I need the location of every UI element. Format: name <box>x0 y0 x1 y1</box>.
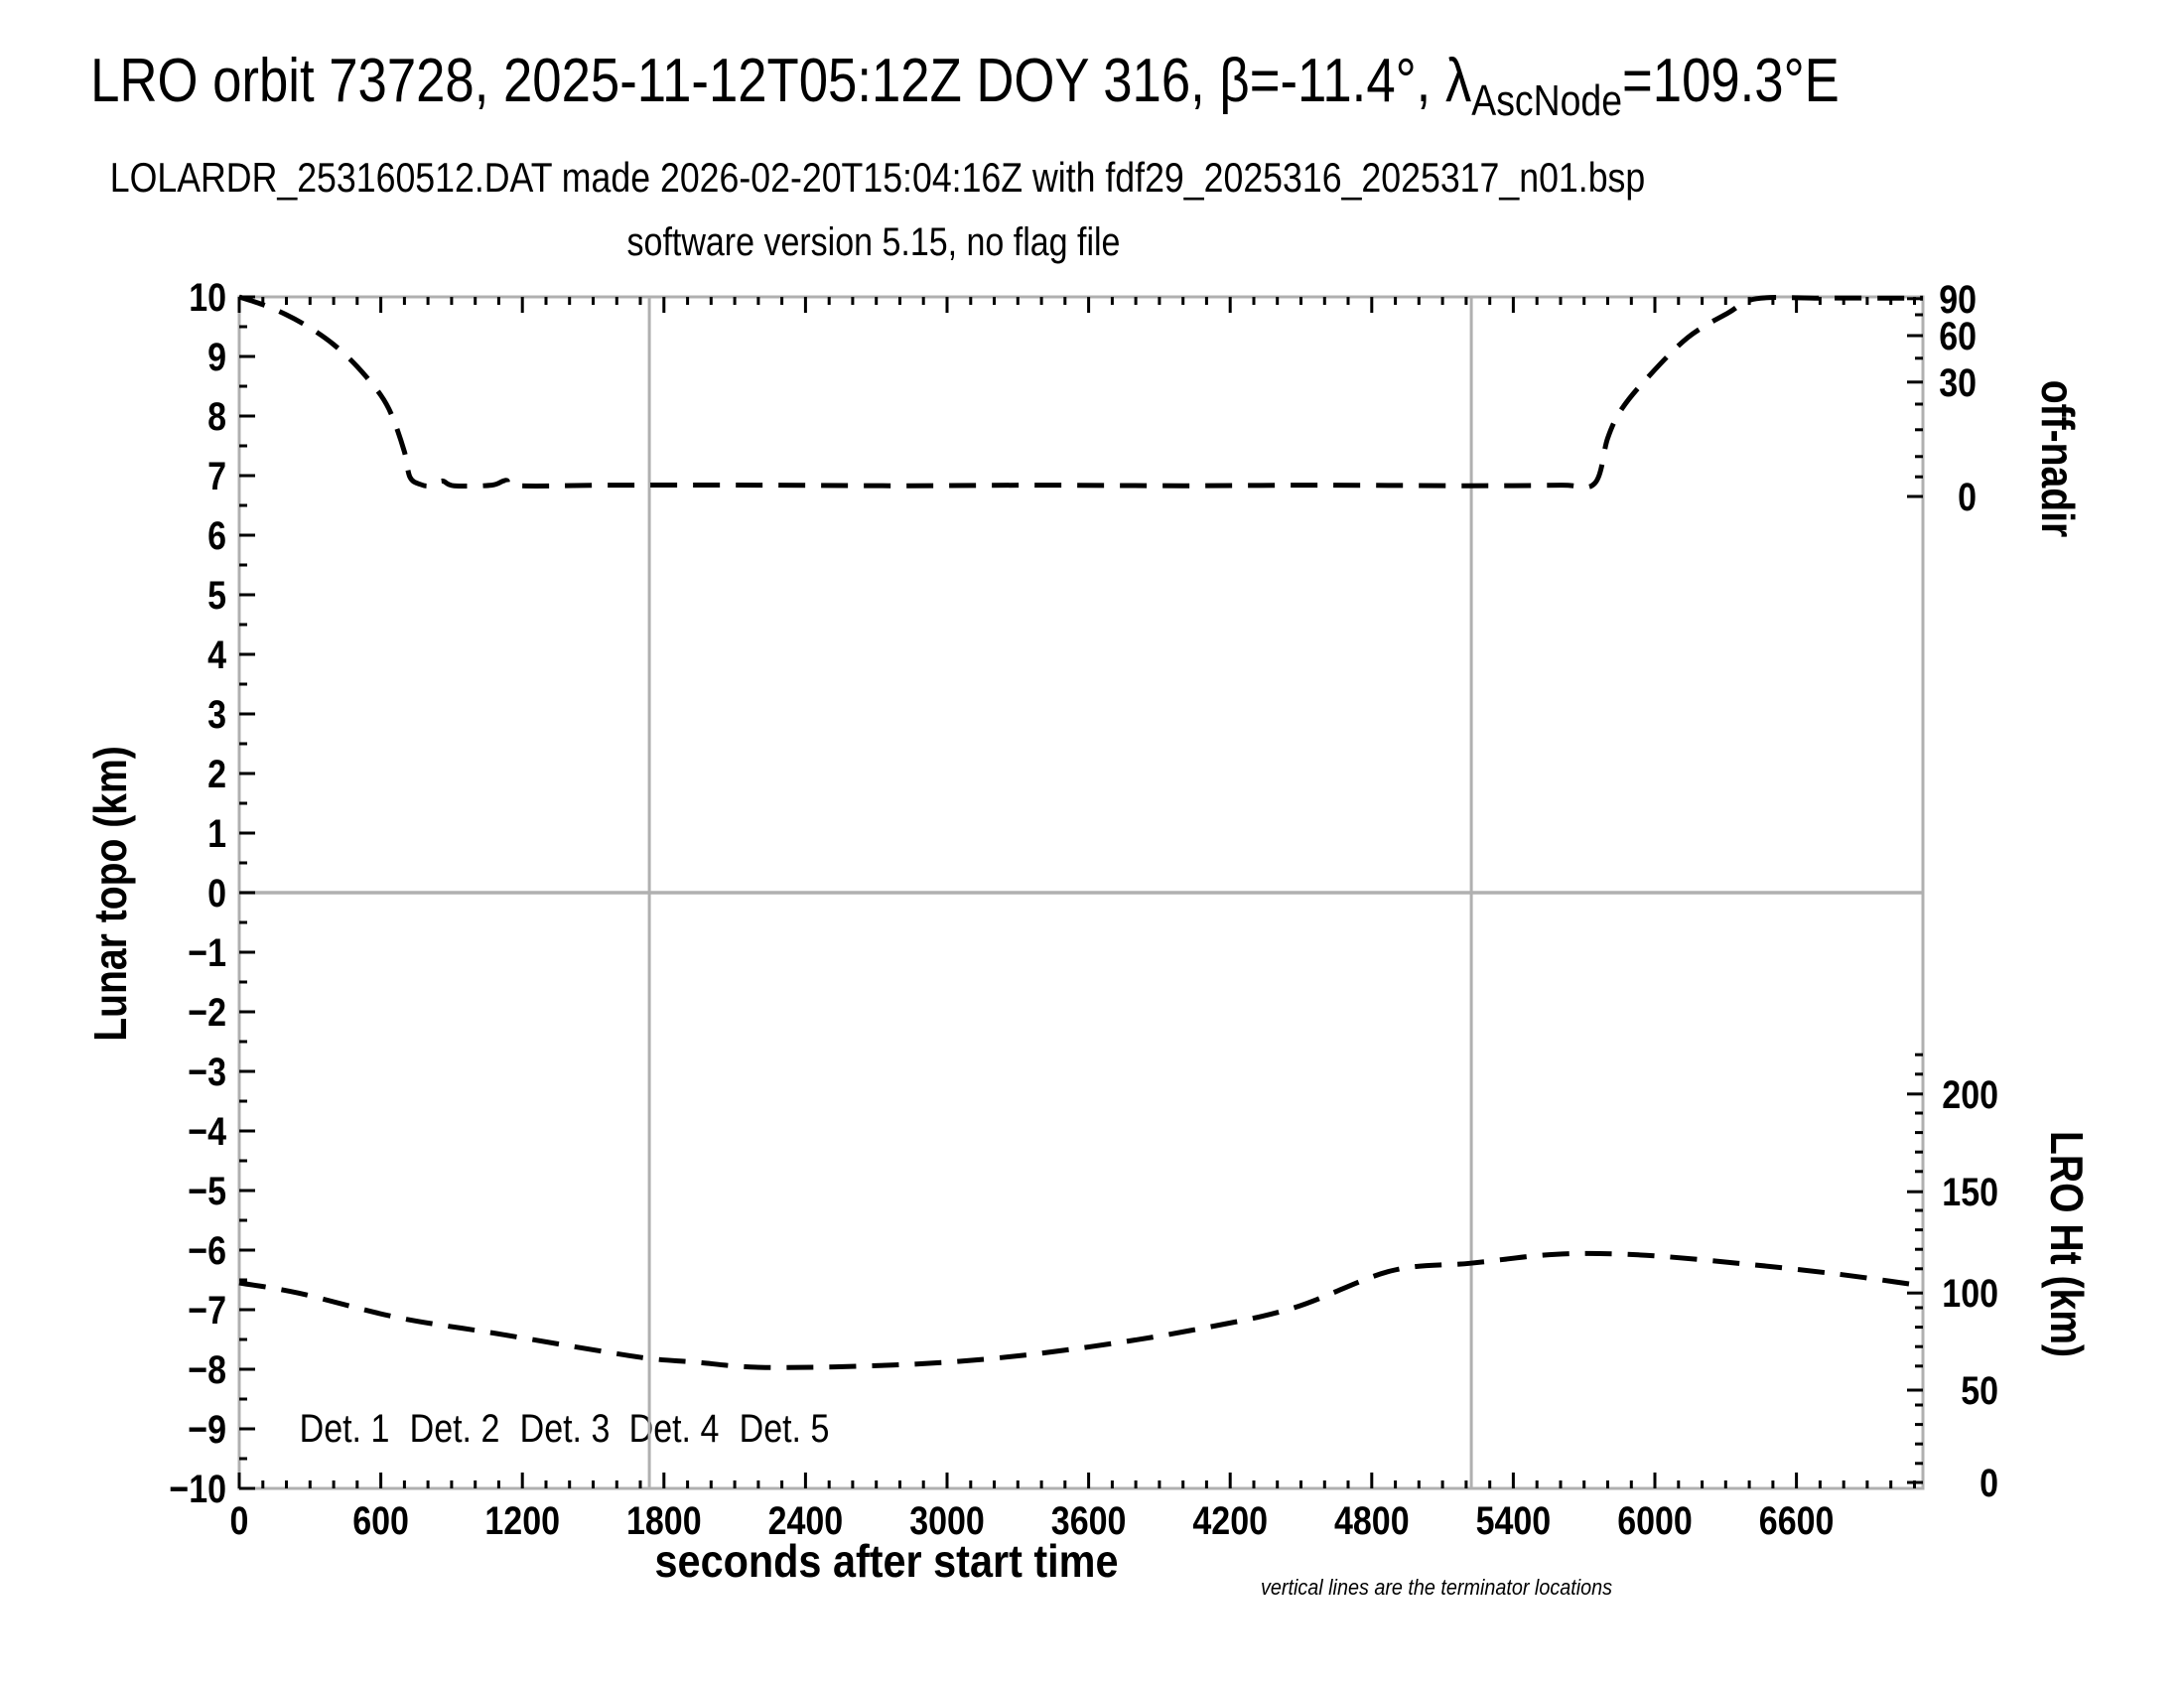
y-tick-label: 3 <box>207 691 226 736</box>
y-tick-label: −5 <box>188 1168 226 1212</box>
right-axis-top-label: off-nadir <box>2031 380 2083 537</box>
offnadir-tick-label: 60 <box>1939 313 1977 357</box>
x-tick-label: 4200 <box>1192 1497 1268 1542</box>
y-tick-label: 5 <box>207 572 226 617</box>
x-tick-label: 6600 <box>1759 1497 1835 1542</box>
x-tick-label: 3000 <box>909 1497 985 1542</box>
y-tick-label: 10 <box>189 274 226 319</box>
y-tick-label: 6 <box>207 512 226 557</box>
x-tick-label: 5400 <box>1476 1497 1552 1542</box>
title-subscript: AscNode <box>1471 75 1622 125</box>
x-tick-label: 2400 <box>768 1497 844 1542</box>
y-tick-label: −2 <box>188 989 226 1034</box>
title-text: LRO orbit 73728, 2025-11-12T05:12Z DOY 3… <box>90 47 1471 115</box>
y-tick-label: 4 <box>207 632 226 676</box>
plot-area: 0 600 1200 1800 2400 3000 3600 4200 4800 5400 6000… <box>169 274 1998 1542</box>
lroht-tick-label: 50 <box>1961 1367 1998 1412</box>
x-tick-label: 4800 <box>1334 1497 1410 1542</box>
lroht-tick-label: 150 <box>1942 1170 1998 1214</box>
lroht-tick-label: 0 <box>1979 1460 1998 1504</box>
legend-det-3: Det. 3 <box>520 1405 611 1450</box>
y-axis-label: Lunar topo (km) <box>85 746 137 1041</box>
legend-det-4: Det. 4 <box>629 1405 720 1450</box>
lro-height-curve <box>238 1250 1924 1370</box>
legend-det-5: Det. 5 <box>740 1405 830 1450</box>
y-tick-label: −3 <box>188 1049 226 1093</box>
y-tick-label: 9 <box>207 334 226 378</box>
y-tick-label: −1 <box>188 929 226 974</box>
legend-det-1: Det. 1 <box>300 1405 390 1450</box>
y-tick-label: 7 <box>207 453 226 497</box>
y-tick-label: −7 <box>188 1287 226 1332</box>
x-tick-label: 0 <box>230 1497 249 1542</box>
x-axis-label: seconds after start time <box>655 1536 1119 1588</box>
y-tick-label: 2 <box>207 751 226 795</box>
version-subtitle: software version 5.15, no flag file <box>627 218 1121 263</box>
y-tick-label: −9 <box>188 1406 226 1451</box>
offnadir-tick-label: 90 <box>1939 276 1977 321</box>
page-title: LRO orbit 73728, 2025-11-12T05:12Z DOY 3… <box>90 47 1840 125</box>
y-tick-label: 0 <box>207 870 226 914</box>
x-tick-label: 1200 <box>484 1497 560 1542</box>
y-tick-label: −6 <box>188 1227 226 1272</box>
x-tick-label: 1800 <box>626 1497 702 1542</box>
x-tick-label: 600 <box>352 1497 409 1542</box>
off-nadir-curve <box>238 294 1923 491</box>
offnadir-tick-label: 30 <box>1939 359 1977 404</box>
y-tick-label: −8 <box>188 1346 226 1391</box>
offnadir-tick-label: 0 <box>1958 474 1977 518</box>
x-tick-label: 3600 <box>1051 1497 1127 1542</box>
y-tick-label: −4 <box>188 1108 226 1153</box>
lroht-tick-label: 200 <box>1942 1071 1998 1116</box>
file-subtitle: LOLARDR_253160512.DAT made 2026-02-20T15… <box>110 155 1645 201</box>
right-axis-bottom-label: LRO Ht (km) <box>2040 1131 2092 1357</box>
y-tick-label: 1 <box>207 810 226 855</box>
title-tail: =109.3°E <box>1622 47 1840 115</box>
x-tick-label: 6000 <box>1617 1497 1693 1542</box>
lroht-tick-label: 100 <box>1942 1271 1998 1316</box>
legend-det-2: Det. 2 <box>410 1405 500 1450</box>
terminator-footnote: vertical lines are the terminator locati… <box>1261 1576 1612 1600</box>
y-tick-label: −10 <box>169 1466 226 1510</box>
y-tick-label: 8 <box>207 393 226 438</box>
legend: Det. 1 Det. 2 Det. 3 Det. 4 Det. 5 <box>300 1405 830 1450</box>
